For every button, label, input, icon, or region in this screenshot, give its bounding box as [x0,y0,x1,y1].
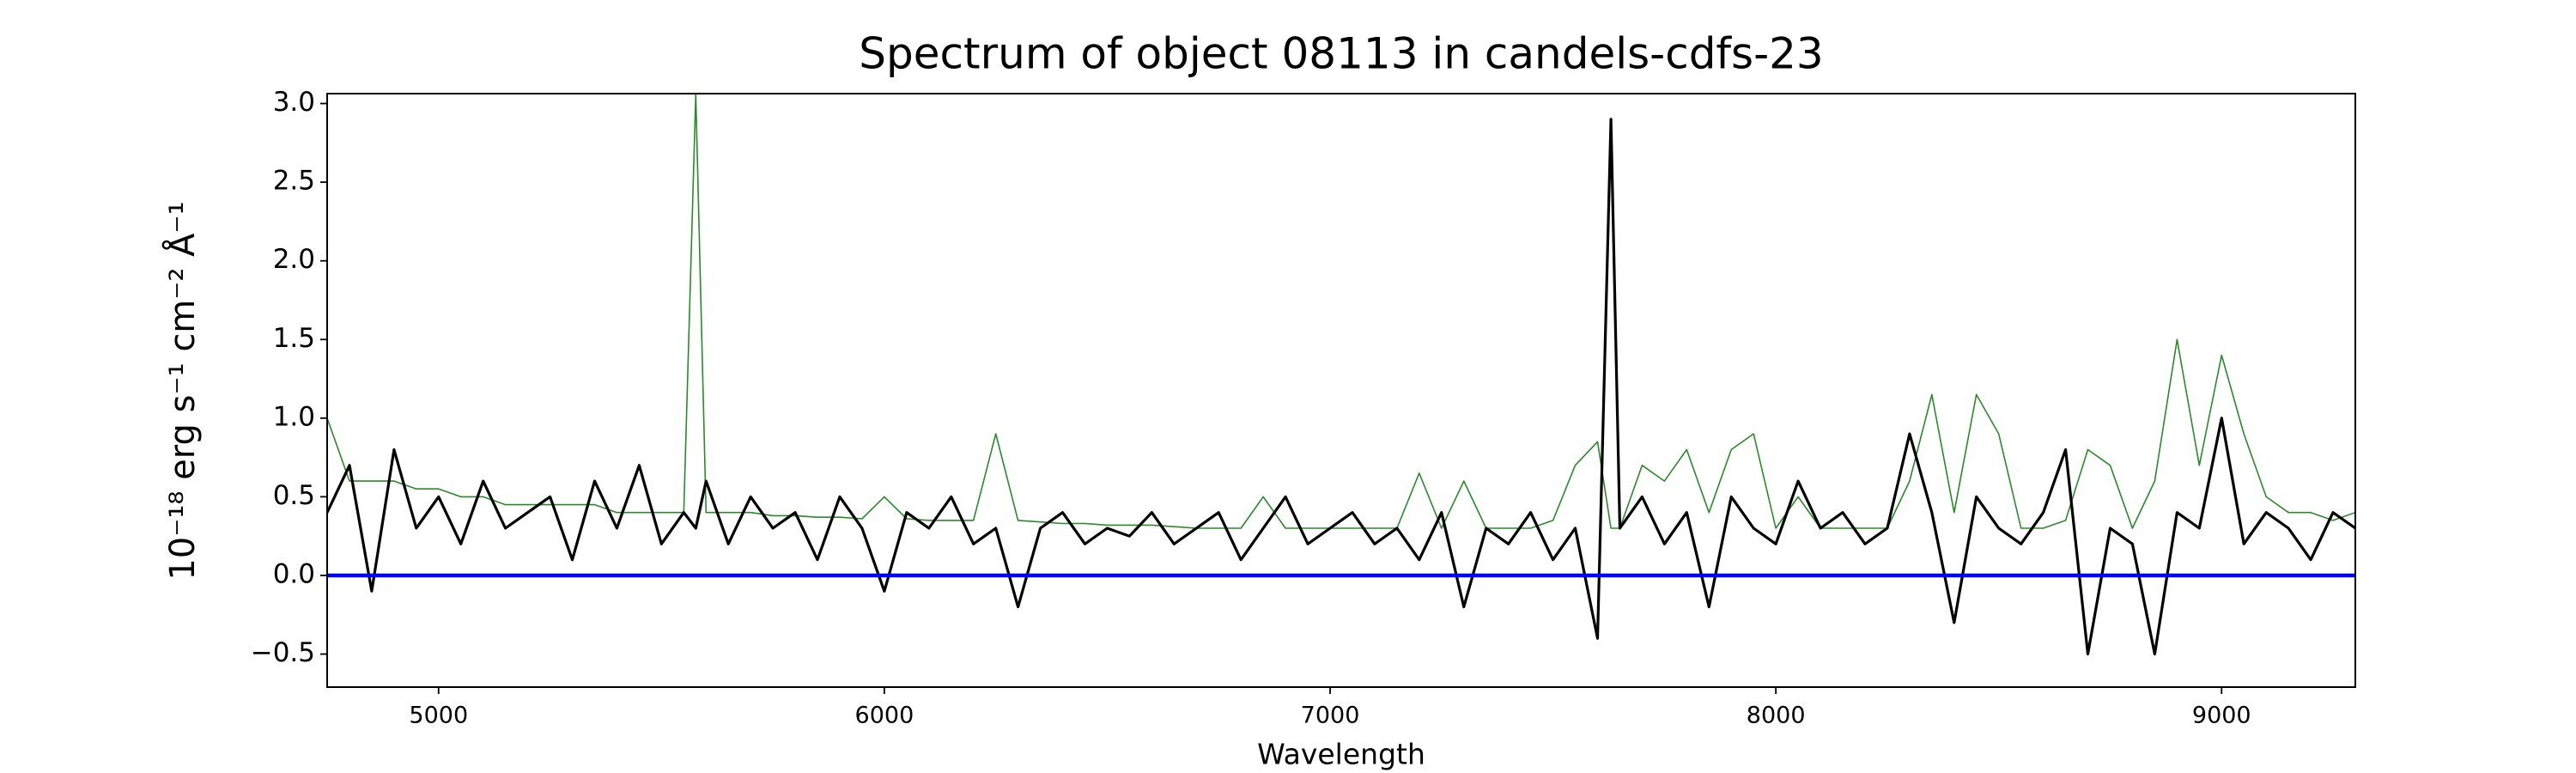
y-tick-label: −0.5 [251,637,315,668]
x-tick-label: 9000 [2192,703,2251,729]
spectrum-line [327,94,2355,529]
y-tick-label: 0.5 [273,480,315,511]
x-tick-label: 7000 [1301,703,1360,729]
chart-title: Spectrum of object 08113 in candels-cdfs… [859,29,1824,79]
y-tick-label: 1.0 [273,401,315,432]
y-tick-label: 3.0 [273,87,315,118]
x-tick-label: 6000 [855,703,914,729]
x-tick-label: 5000 [409,703,468,729]
plot-frame [326,93,2356,688]
y-tick-label: 2.0 [273,244,315,275]
x-tick-label: 8000 [1747,703,1806,729]
y-tick-label: 2.5 [273,166,315,197]
y-tick-label: 1.5 [273,323,315,354]
y-tick-label: 0.0 [273,558,315,589]
x-axis-label: Wavelength [1257,738,1425,771]
y-axis-label: 10⁻¹⁸ erg s⁻¹ cm⁻² Å⁻¹ [161,201,203,580]
spectrum-line [327,118,2355,656]
